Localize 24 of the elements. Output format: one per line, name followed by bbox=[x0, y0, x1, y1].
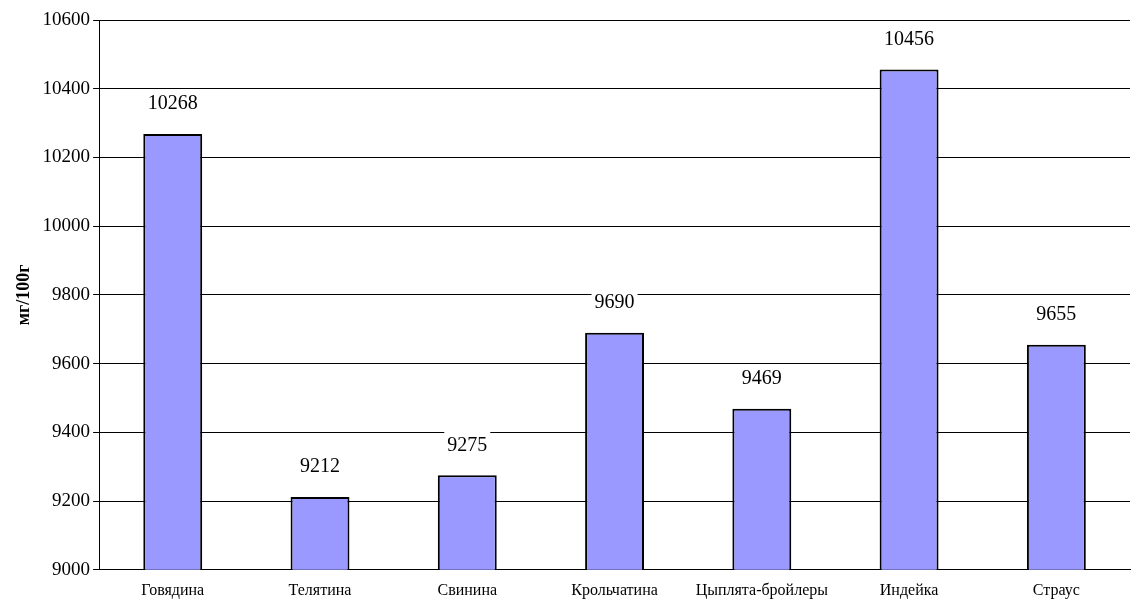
y-tick-label: 9400 bbox=[52, 420, 91, 442]
y-tick-label: 10000 bbox=[42, 214, 91, 236]
y-tick-label: 10400 bbox=[42, 76, 91, 98]
data-label: 10268 bbox=[147, 91, 198, 114]
y-tick-label: 10200 bbox=[42, 145, 91, 167]
x-tick-label: Индейка bbox=[879, 580, 939, 599]
data-label: 9690 bbox=[594, 289, 635, 312]
x-tick-label: Страус bbox=[1032, 580, 1080, 599]
y-axis-title: мг/100г bbox=[13, 264, 34, 326]
x-tick-label: Крольчатина bbox=[571, 580, 658, 599]
y-tick-label: 9000 bbox=[52, 557, 91, 579]
y-tick-label: 10600 bbox=[42, 7, 91, 29]
data-label: 9212 bbox=[300, 454, 341, 477]
y-tick-label: 9600 bbox=[52, 351, 91, 373]
data-label: 9655 bbox=[1036, 301, 1077, 324]
x-tick-label: Цыплята-бройлеры bbox=[695, 580, 829, 599]
x-tick-label: Свинина bbox=[437, 580, 498, 598]
data-label: 9469 bbox=[741, 365, 782, 388]
x-tick-label: Говядина bbox=[141, 580, 205, 599]
y-tick-label: 9800 bbox=[52, 282, 91, 304]
y-tick-label: 9200 bbox=[52, 489, 91, 511]
data-label: 9275 bbox=[447, 432, 488, 455]
x-tick-label: Телятина bbox=[288, 580, 352, 598]
data-label: 10456 bbox=[884, 26, 935, 49]
